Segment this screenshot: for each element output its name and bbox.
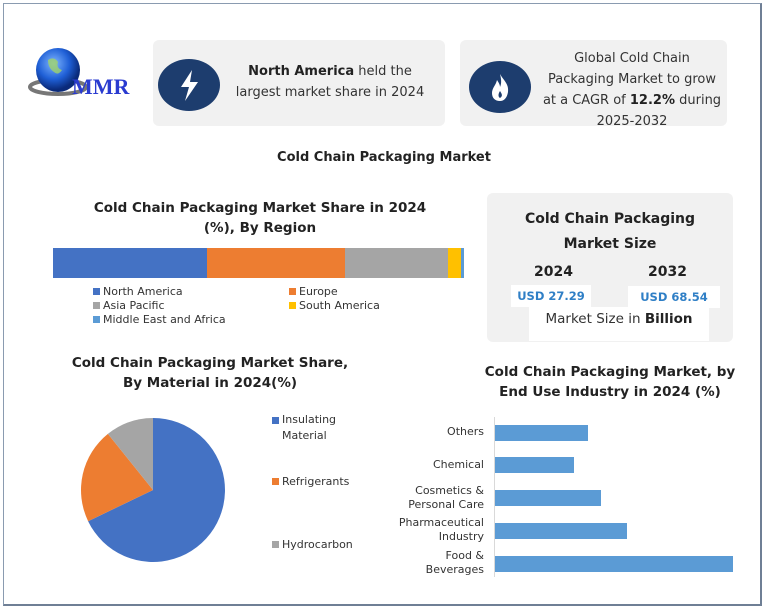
bar-segment-mea [461,248,464,278]
market-size-title: Cold Chain Packaging Market Size [524,211,696,252]
legend-asia-pacific: Asia Pacific [93,299,165,312]
bar-segment-europe [207,248,345,278]
bar-label-chemical: Chemical [432,458,484,471]
infographic-frame [3,3,762,606]
bar-cosmetics [495,490,601,506]
bar-label-others: Others [447,425,484,438]
bar-segment-north-america [53,248,208,278]
year-2032: 2032 [648,264,687,280]
bar-segment-south-america [447,248,462,278]
legend-mea: Middle East and Africa [93,313,226,326]
bar-food-beverages [495,556,733,572]
region-stacked-bar [53,248,464,278]
value-2024: USD 27.29 [511,285,591,307]
globe-icon: MMR [28,48,131,99]
value-2032: USD 68.54 [628,286,720,308]
bar-others [495,425,588,441]
svg-text:MMR: MMR [72,74,131,99]
bar-label-cosmetics: Cosmetics & Personal Care [408,484,484,511]
market-size-card: Cold Chain Packaging Market Size 2024 20… [487,193,733,342]
bar-chemical [495,457,574,473]
bar-segment-asia-pacific [344,248,448,278]
bar-label-food: Food & Beverages [425,549,484,576]
end-use-chart-title: Cold Chain Packaging Market, by End Use … [484,364,736,400]
year-2024: 2024 [534,264,573,280]
pie-slice-hydrocarbon [107,418,153,490]
highlight-text: North America held the largest market sh… [235,64,425,100]
material-pie-chart [78,415,228,569]
bar-pharma [495,523,627,539]
page-title: Cold Chain Packaging Market [277,150,491,165]
legend-hydrocarbon: Hydrocarbon [272,538,353,551]
pie-slice-refrigerants [81,433,153,522]
region-chart-title: Cold Chain Packaging Market Share in 202… [93,200,427,236]
highlight-card-cagr: Global Cold Chain Packaging Market to gr… [460,40,727,129]
y-axis [494,417,495,577]
highlight-text: Global Cold Chain Packaging Market to gr… [542,51,722,129]
lightning-icon [158,59,220,111]
material-chart-title: Cold Chain Packaging Market Share, By Ma… [71,355,349,391]
legend-insulating: Insulating Material [272,412,352,444]
bar-label-pharma: Pharmaceutical Industry [398,516,484,543]
pie-slice-insulating [88,418,225,562]
legend-refrigerants: Refrigerants [272,475,349,488]
legend-south-america: South America [289,299,380,312]
highlight-card-north-america: North America held the largest market sh… [153,40,445,126]
market-size-unit: Market Size in Billion [545,311,693,327]
mmr-logo: MMR [28,40,148,110]
flame-icon [469,61,531,113]
legend-europe: Europe [289,285,338,298]
legend-north-america: North America [93,285,183,298]
